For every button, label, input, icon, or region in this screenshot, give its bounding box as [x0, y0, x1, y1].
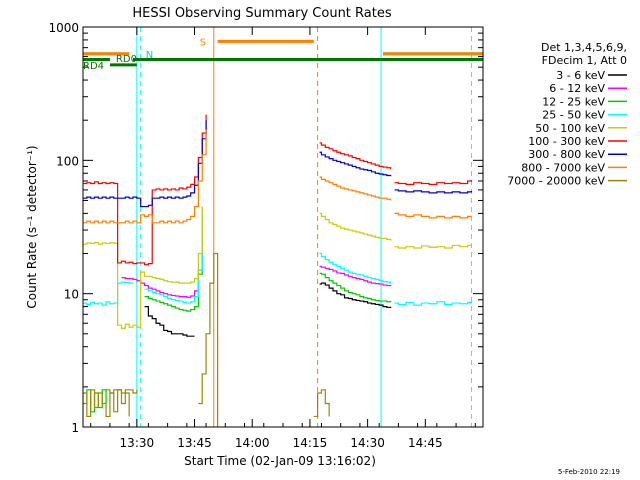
series-4-segment-0 — [83, 206, 203, 329]
series-0-segment-1 — [319, 282, 392, 309]
series-3-segment-3 — [394, 301, 473, 306]
series-1-segment-0 — [121, 221, 203, 298]
y-axis-label: Count Rate (s⁻¹ detector⁻¹) — [25, 145, 39, 308]
legend-header-1: FDecim 1, Att 0 — [542, 54, 627, 67]
legend-label-1: 6 - 12 keV — [549, 82, 605, 95]
series-6-segment-1 — [319, 151, 392, 177]
series-7-segment-0 — [83, 129, 207, 224]
x-tick-label-2: 14:00 — [235, 436, 270, 450]
x-tick-label-3: 14:15 — [293, 436, 328, 450]
chart-title: HESSI Observing Summary Count Rates — [132, 6, 391, 21]
series-6-segment-2 — [394, 189, 473, 194]
footer-date: 5-Feb-2010 22:19 — [558, 468, 620, 476]
flag-label-s: S — [200, 37, 206, 48]
series-5-segment-1 — [319, 142, 392, 170]
y-tick-label-2: 100 — [56, 154, 79, 168]
legend-label-5: 100 - 300 keV — [528, 135, 605, 148]
series-5-segment-2 — [394, 180, 473, 185]
y-tick-label-3: 1000 — [48, 21, 79, 35]
series-8-segment-0 — [83, 389, 130, 418]
x-tick-label-4: 14:30 — [350, 436, 385, 450]
x-tick-label-0: 13:30 — [120, 436, 155, 450]
y-tick-label-0: 1 — [71, 421, 79, 435]
legend-label-2: 12 - 25 keV — [542, 95, 605, 108]
plot-area — [83, 27, 483, 427]
flag-labels: N S RD0 RD4 — [83, 37, 206, 71]
legend-label-0: 3 - 6 keV — [556, 69, 605, 82]
y-tick-label-1: 10 — [64, 288, 79, 302]
series-7-segment-2 — [394, 212, 472, 219]
legend-label-6: 300 - 800 keV — [528, 148, 605, 161]
legend-header-0: Det 1,3,4,5,6,9, — [541, 41, 627, 54]
legend: Det 1,3,4,5,6,9,FDecim 1, Att 0 3 - 6 keV… — [507, 41, 627, 188]
legend-label-8: 7000 - 20000 keV — [507, 175, 605, 188]
series-6-segment-0 — [83, 120, 207, 208]
series-2-segment-1 — [144, 213, 203, 312]
series-3-segment-2 — [319, 252, 392, 284]
series-7-segment-1 — [319, 176, 392, 201]
x-axis: 13:30 13:45 14:00 14:15 14:30 14:45 — [90, 27, 476, 450]
legend-label-3: 25 - 50 keV — [542, 109, 605, 122]
x-tick-label-5: 14:45 — [408, 436, 443, 450]
series-8-segment-1 — [106, 389, 138, 394]
series-8-segment-3 — [313, 389, 330, 418]
series-3-segment-1 — [144, 206, 203, 304]
x-axis-label: Start Time (02-Jan-09 13:16:02) — [184, 454, 376, 468]
series-2-segment-2 — [319, 272, 392, 303]
flag-label-n: N — [146, 50, 153, 61]
flag-label-rd0: RD0 — [116, 54, 137, 65]
x-tick-label-1: 13:45 — [177, 436, 212, 450]
legend-label-4: 50 - 100 keV — [535, 122, 605, 135]
series-4-segment-2 — [394, 244, 473, 249]
series-8-segment-2 — [198, 252, 219, 427]
series-5-segment-0 — [83, 114, 207, 266]
flag-label-rd4: RD4 — [83, 61, 104, 72]
y-axis: 1 10 100 1000 — [48, 21, 483, 435]
series-4-segment-1 — [319, 212, 392, 241]
series-3-segment-0 — [83, 281, 134, 306]
series-0-segment-0 — [144, 305, 195, 337]
legend-label-7: 800 - 7000 keV — [521, 161, 605, 174]
series-1-segment-1 — [319, 265, 392, 287]
